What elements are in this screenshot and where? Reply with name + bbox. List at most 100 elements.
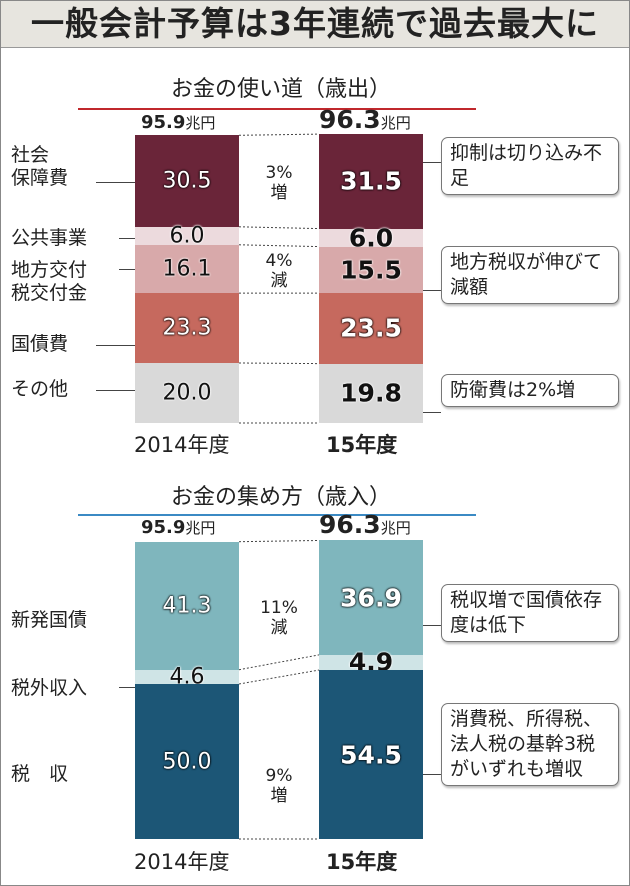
bar-segment: 30.5: [135, 135, 239, 227]
connector-line: [239, 292, 319, 294]
data-label: 20.0: [162, 380, 212, 406]
bar-segment: 41.3: [135, 541, 239, 670]
bar-segment: 4.6: [135, 664, 239, 689]
label-tax-revenue: 税 収: [11, 763, 69, 785]
total-value: 95.9: [141, 517, 186, 538]
change-tax-revenue: 9% 増: [249, 766, 309, 806]
total-value: 95.9: [141, 112, 186, 133]
data-label: 41.3: [162, 593, 212, 619]
unit: 兆円: [185, 114, 216, 132]
change-pct: 4%: [265, 251, 293, 271]
label-debt-service: 国債費: [11, 333, 69, 355]
connector-line: [238, 133, 320, 136]
data-label: 15.5: [340, 255, 402, 285]
bar-segment: 31.5: [319, 134, 423, 229]
leader-line: [423, 774, 441, 775]
leader-line: [96, 345, 135, 346]
callout-defense: 防衛費は2%増: [441, 374, 619, 407]
x-label-2014: 2014年度: [134, 433, 230, 457]
data-label: 19.8: [340, 378, 402, 408]
x-label-2014: 2014年度: [134, 850, 230, 874]
label-social-security: 社会 保障費: [11, 144, 68, 190]
connector-line: [238, 669, 320, 685]
leader-line: [96, 390, 135, 391]
change-social-security: 3% 増: [249, 163, 309, 203]
callout-bond-dependency: 税収増で国債依存度は低下: [441, 584, 619, 642]
bar-segment: 6.0: [319, 223, 423, 252]
callout-local-allocation: 地方税収が伸びて減額: [441, 246, 619, 304]
label-public-works: 公共事業: [11, 227, 88, 249]
unit: 兆円: [380, 114, 411, 132]
total-2015-revenue: 96.3兆円: [319, 510, 411, 539]
page-title: 一般会計予算は3年連続で過去最大に: [1, 1, 629, 48]
x-label-2015: 15年度: [326, 433, 398, 457]
bar-segment: 15.5: [319, 246, 423, 294]
total-2014-revenue: 95.9兆円: [141, 517, 215, 538]
bar-segment: 50.0: [135, 684, 239, 839]
unit: 兆円: [185, 519, 216, 537]
data-label: 6.0: [169, 223, 205, 249]
leader-line: [423, 625, 441, 626]
change-pct: 9%: [265, 766, 293, 786]
data-label: 23.5: [340, 313, 402, 343]
bar-segment: 6.0: [135, 223, 239, 248]
divider-red: [78, 108, 476, 110]
data-label: 31.5: [340, 166, 402, 196]
unit: 兆円: [380, 519, 411, 537]
connector-line: [238, 244, 320, 248]
data-label: 30.5: [162, 168, 212, 194]
leader-line: [119, 687, 135, 688]
leader-line: [423, 162, 441, 163]
label-non-tax-revenue: 税外収入: [11, 677, 88, 699]
callout-social-security: 抑制は切り込み不足: [441, 137, 619, 195]
label-local-allocation: 地方交付 税交付金: [11, 259, 87, 305]
change-word: 増: [270, 183, 288, 203]
data-label: 23.3: [162, 315, 212, 341]
bar-segment: 4.9: [319, 648, 423, 677]
total-2015-expenditure: 96.3兆円: [319, 105, 411, 134]
callout-tax-increase: 消費税、所得税、法人税の基幹3税がいずれも増収: [441, 703, 619, 786]
leader-line: [119, 269, 135, 270]
connector-line: [238, 654, 320, 671]
total-2014-expenditure: 95.9兆円: [141, 112, 215, 133]
label-new-bonds: 新発国債: [11, 609, 88, 631]
data-label: 54.5: [340, 740, 402, 770]
bar-segment: 19.8: [319, 363, 423, 423]
label-line: 保障費: [11, 167, 69, 189]
connector-line: [238, 226, 320, 230]
total-value: 96.3: [319, 105, 381, 134]
divider-blue: [78, 514, 476, 516]
connector-line: [239, 838, 319, 840]
bar-segment: 23.5: [319, 293, 423, 364]
chart-title-revenue: お金の集め方（歳入）: [170, 485, 391, 510]
change-pct: 3%: [265, 163, 293, 183]
label-line: 税交付金: [11, 282, 88, 304]
connector-line: [239, 422, 319, 424]
change-local-allocation: 4% 減: [249, 251, 309, 291]
change-pct: 11%: [260, 598, 298, 618]
leader-line: [423, 412, 441, 413]
bar-segment: 16.1: [135, 244, 239, 294]
leader-line: [119, 238, 135, 239]
connector-line: [238, 362, 320, 365]
data-label: 36.9: [340, 583, 402, 613]
data-label: 16.1: [162, 256, 212, 282]
leader-line: [423, 290, 441, 291]
data-label: 50.0: [162, 749, 212, 774]
change-word: 減: [270, 271, 288, 291]
bar-segment: 54.5: [319, 670, 423, 839]
total-value: 96.3: [319, 510, 381, 539]
bar-segment: 23.3: [135, 293, 239, 363]
label-line: 地方交付: [11, 259, 88, 281]
chart-title-expenditure: お金の使い道（歳出）: [170, 77, 391, 102]
change-new-bonds: 11% 減: [249, 598, 309, 638]
bar-segment: 20.0: [135, 363, 239, 423]
x-label-2015: 15年度: [326, 850, 398, 874]
label-line: 社会: [11, 144, 50, 166]
leader-line: [96, 182, 135, 183]
change-word: 増: [270, 786, 288, 806]
connector-line: [238, 539, 320, 543]
label-other: その他: [11, 378, 69, 400]
change-word: 減: [270, 618, 288, 638]
